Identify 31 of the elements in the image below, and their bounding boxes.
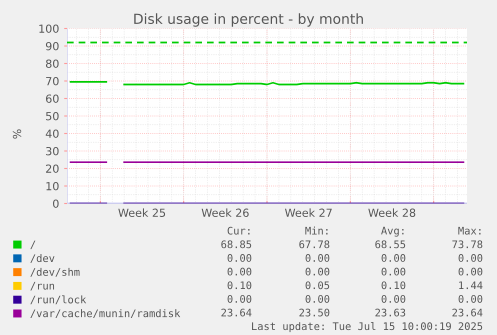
x-tick-label: Week 27 xyxy=(284,208,332,217)
text: 0.10 0.05 0.10 1.44 xyxy=(228,281,483,290)
y-axis-title: % xyxy=(12,129,22,139)
legend-label: /dev/shm xyxy=(30,268,80,277)
x-tick-label: Week 26 xyxy=(202,208,249,217)
text: 0.00 0.00 0.00 0.00 xyxy=(228,294,482,303)
text: Last update: Tue Jul 15 10:00:19 2025 xyxy=(252,322,482,332)
y-tick-label: 60 xyxy=(46,94,59,103)
text: 68.85 67.78 68.55 73.78 xyxy=(221,240,482,248)
legend-label: / xyxy=(30,240,36,250)
text: Cur: Min: Avg: Max: xyxy=(228,226,480,237)
y-tick-label: 70 xyxy=(46,76,59,86)
y-tick-label: 30 xyxy=(46,146,59,156)
legend-label: /run/lock xyxy=(30,295,86,304)
x-tick-label: Week 28 xyxy=(368,208,416,217)
text: 0.00 0.00 0.00 0.00 xyxy=(228,254,482,262)
legend-label: /dev xyxy=(30,254,54,263)
y-tick-label: 100 xyxy=(39,24,59,33)
y-tick-label: 80 xyxy=(46,59,59,68)
y-tick-label: 40 xyxy=(46,129,59,138)
chart-title: Disk usage in percent - by month xyxy=(134,13,363,27)
text: 0.00 0.00 0.00 0.00 xyxy=(228,268,482,276)
x-tick-label: Week 25 xyxy=(118,208,166,217)
y-tick-label: 0 xyxy=(53,199,59,208)
y-tick-label: 90 xyxy=(46,42,59,50)
y-tick-label: 10 xyxy=(46,182,59,190)
text: 23.64 23.50 23.63 23.64 xyxy=(221,308,483,316)
y-tick-label: 20 xyxy=(46,164,59,173)
y-tick-label: 50 xyxy=(46,112,59,120)
legend-label: /run xyxy=(30,282,54,290)
legend-label: /var/cache/munin/ramdisk xyxy=(30,309,180,318)
